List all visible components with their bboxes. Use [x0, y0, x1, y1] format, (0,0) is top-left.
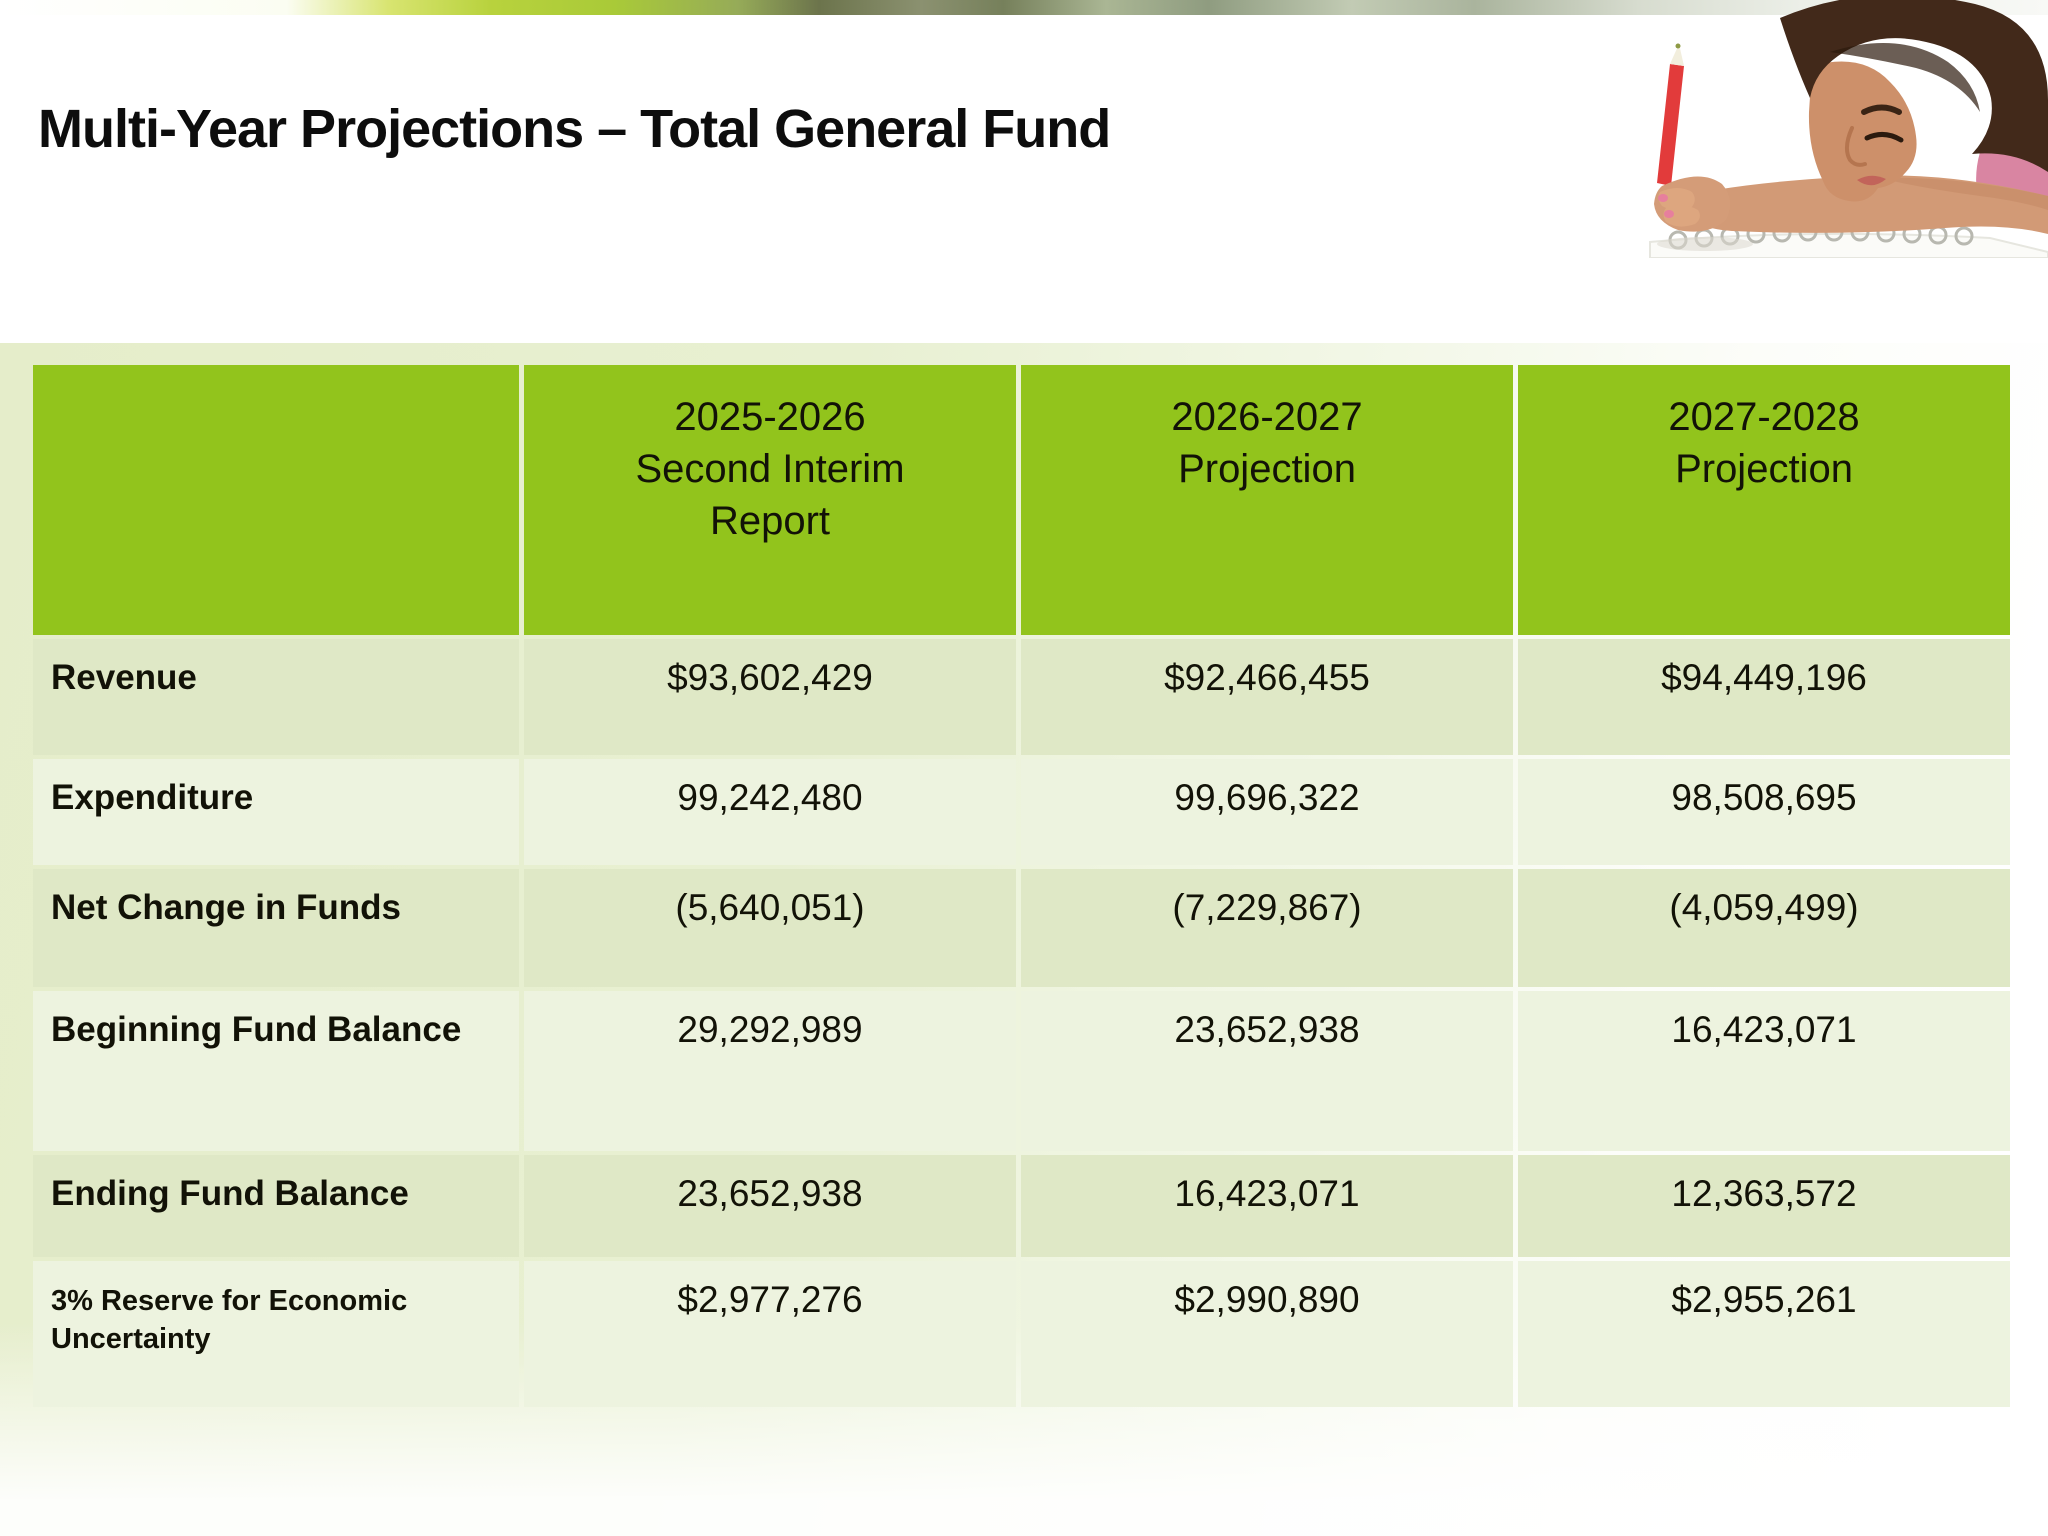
cell-value: 16,423,071: [1021, 1155, 1513, 1257]
header-line: 2025-2026: [674, 395, 866, 439]
hair: [1780, 0, 2048, 172]
header-line: Projection: [1178, 447, 1356, 491]
cell-value: (4,059,499): [1518, 869, 2010, 987]
header-line: 2027-2028: [1668, 395, 1860, 439]
closed-eye: [1864, 132, 1904, 143]
pencil-lead: [1675, 43, 1681, 49]
table-row-reserve: 3% Reserve for Economic Uncertainty $2,9…: [33, 1261, 2010, 1407]
cell-value: 99,696,322: [1021, 759, 1513, 865]
table-row-net-change: Net Change in Funds (5,640,051) (7,229,8…: [33, 869, 2010, 987]
cell-value: (5,640,051): [524, 869, 1016, 987]
table-header-row: 2025-2026 Second Interim Report 2026-202…: [33, 365, 2010, 635]
nose: [1845, 126, 1867, 167]
header-line: Projection: [1675, 447, 1853, 491]
header-line: 2026-2027: [1171, 395, 1363, 439]
cell-value: $2,955,261: [1518, 1261, 2010, 1407]
eyebrow: [1861, 104, 1902, 115]
pencil-tip: [1670, 44, 1684, 66]
cell-value: (7,229,867): [1021, 869, 1513, 987]
table-row-revenue: Revenue $93,602,429 $92,466,455 $94,449,…: [33, 639, 2010, 755]
decorative-top-strip: [0, 0, 2048, 15]
table-row-ending-fund-balance: Ending Fund Balance 23,652,938 16,423,07…: [33, 1155, 2010, 1257]
cell-value: 98,508,695: [1518, 759, 2010, 865]
slide-title: Multi-Year Projections – Total General F…: [38, 99, 1111, 159]
row-label: Revenue: [33, 639, 519, 755]
child-writing-photo: [1649, 0, 2048, 258]
cell-value: $92,466,455: [1021, 639, 1513, 755]
arm-shading: [1880, 177, 2048, 210]
cell-value: $2,977,276: [524, 1261, 1016, 1407]
header-cell-2027-2028: 2027-2028 Projection: [1518, 365, 2010, 635]
pencil: [1657, 64, 1684, 186]
cell-value: 23,652,938: [524, 1155, 1016, 1257]
projections-table: 2025-2026 Second Interim Report 2026-202…: [28, 361, 2015, 1411]
cell-value: 16,423,071: [1518, 991, 2010, 1151]
cell-value: 12,363,572: [1518, 1155, 2010, 1257]
header-cell-2025-2026: 2025-2026 Second Interim Report: [524, 365, 1016, 635]
cell-value: 23,652,938: [1021, 991, 1513, 1151]
hand-shadow: [1657, 237, 1753, 251]
header-line: Second Interim: [635, 447, 905, 491]
face: [1808, 61, 1917, 202]
cell-value: $93,602,429: [524, 639, 1016, 755]
header-cell-blank: [33, 365, 519, 635]
header-cell-2026-2027: 2026-2027 Projection: [1021, 365, 1513, 635]
cell-value: $94,449,196: [1518, 639, 2010, 755]
cell-value: 29,292,989: [524, 991, 1016, 1151]
table-row-expenditure: Expenditure 99,242,480 99,696,322 98,508…: [33, 759, 2010, 865]
cell-value: $2,990,890: [1021, 1261, 1513, 1407]
row-label: 3% Reserve for Economic Uncertainty: [33, 1261, 519, 1407]
hair-shading: [1830, 43, 1980, 113]
finger: [1663, 205, 1700, 227]
row-label: Expenditure: [33, 759, 519, 865]
row-label: Ending Fund Balance: [33, 1155, 519, 1257]
fingernail: [1658, 194, 1668, 202]
lips: [1857, 175, 1886, 186]
table-row-beginning-fund-balance: Beginning Fund Balance 29,292,989 23,652…: [33, 991, 2010, 1151]
cell-value: 99,242,480: [524, 759, 1016, 865]
fingernail: [1664, 210, 1674, 218]
finger: [1658, 188, 1695, 211]
row-label: Net Change in Funds: [33, 869, 519, 987]
header-line: Report: [709, 499, 831, 543]
row-label: Beginning Fund Balance: [33, 991, 519, 1151]
